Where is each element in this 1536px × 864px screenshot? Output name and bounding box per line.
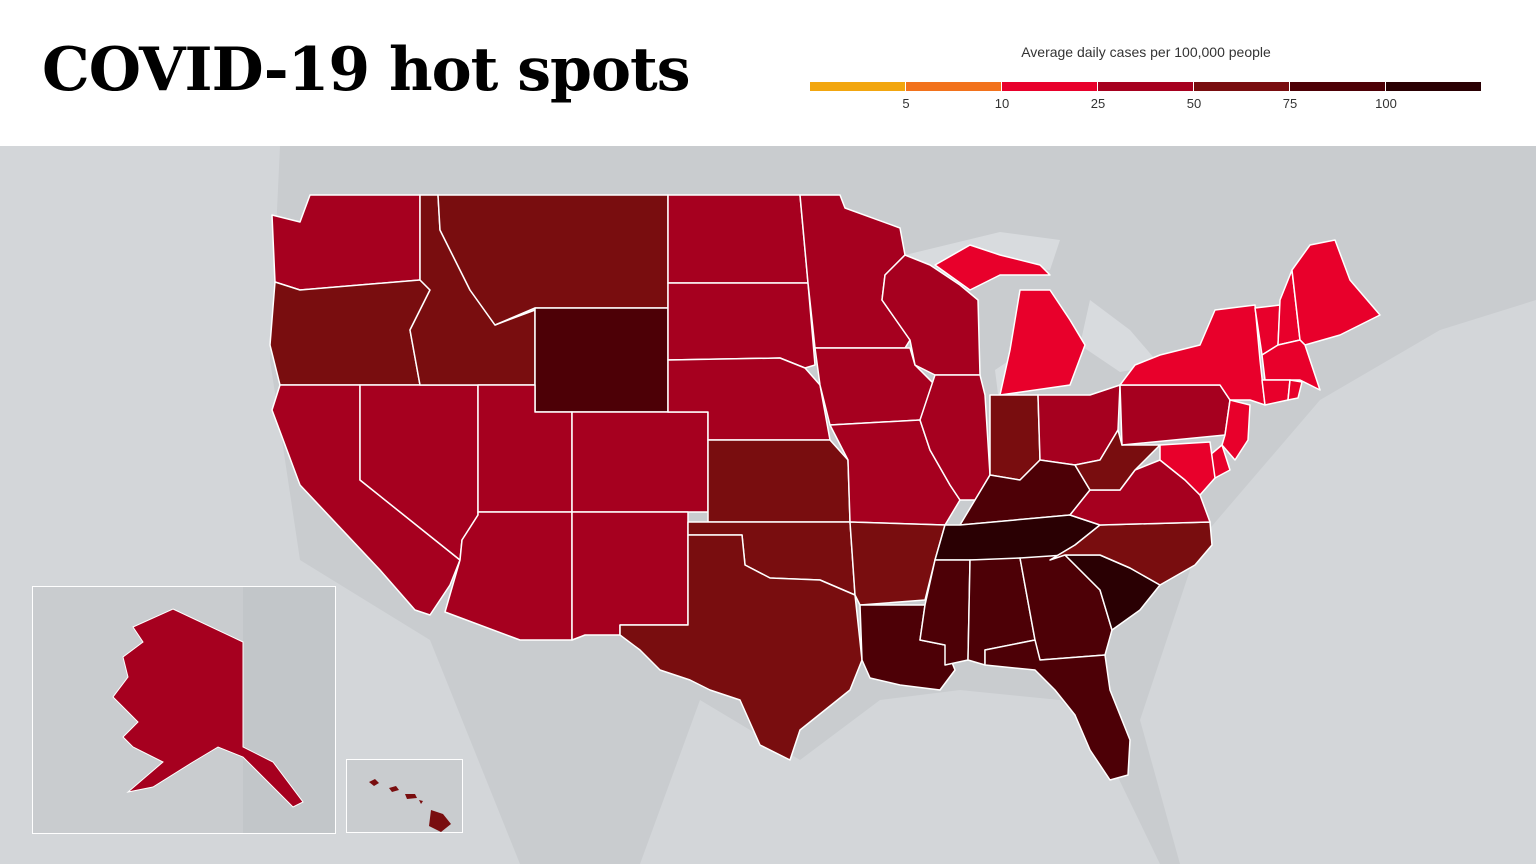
legend: Average daily cases per 100,000 people 5… — [810, 44, 1482, 124]
state-texas — [619, 534, 863, 761]
state-connecticut — [1261, 379, 1291, 406]
legend-swatch-5 — [1194, 82, 1290, 91]
legend-tick-label: 75 — [1282, 96, 1298, 111]
legend-tick-label: 10 — [994, 96, 1010, 111]
legend-swatch-7 — [1386, 82, 1482, 91]
legend-swatch-2 — [906, 82, 1002, 91]
state-new-jersey — [1221, 399, 1251, 461]
state-washington — [271, 194, 421, 291]
us-map — [0, 146, 1536, 864]
state-wyoming — [534, 307, 669, 413]
legend-color-bar — [810, 82, 1482, 91]
state-rhode-island — [1287, 379, 1303, 401]
atlantic-ocean — [1140, 300, 1536, 864]
legend-swatch-4 — [1098, 82, 1194, 91]
state-north-carolina — [1049, 521, 1213, 586]
legend-swatch-6 — [1290, 82, 1386, 91]
state-alaska — [112, 608, 304, 808]
hawaii-inset — [346, 759, 463, 833]
state-pennsylvania — [1119, 384, 1231, 446]
map-svg — [0, 146, 1536, 864]
header: COVID-19 hot spots Average daily cases p… — [0, 0, 1536, 146]
states-layer — [269, 194, 1381, 781]
state-new-york — [1119, 304, 1266, 406]
state-kansas — [707, 439, 851, 523]
legend-swatch-1 — [810, 82, 906, 91]
page-title: COVID-19 hot spots — [42, 35, 691, 105]
state-new-mexico — [571, 511, 689, 641]
legend-tick-label: 50 — [1186, 96, 1202, 111]
legend-tick-label: 100 — [1375, 96, 1397, 111]
legend-swatch-3 — [1002, 82, 1098, 91]
state-oregon — [269, 279, 431, 386]
state-maine — [1291, 239, 1381, 346]
state-north-dakota — [667, 194, 809, 284]
state-florida — [984, 639, 1131, 781]
state-hawaii — [369, 779, 451, 832]
alaska-svg — [112, 587, 335, 833]
state-south-dakota — [667, 282, 816, 369]
legend-tick-label: 25 — [1090, 96, 1106, 111]
hawaii-svg — [369, 779, 451, 832]
state-maryland — [1159, 441, 1216, 496]
state-illinois — [919, 374, 991, 501]
state-michigan — [934, 244, 1086, 396]
legend-title: Average daily cases per 100,000 people — [1021, 44, 1271, 60]
legend-tick-label: 5 — [902, 96, 910, 111]
gulf-of-mexico — [640, 690, 1160, 864]
state-colorado — [571, 411, 709, 513]
alaska-inset — [32, 586, 336, 834]
